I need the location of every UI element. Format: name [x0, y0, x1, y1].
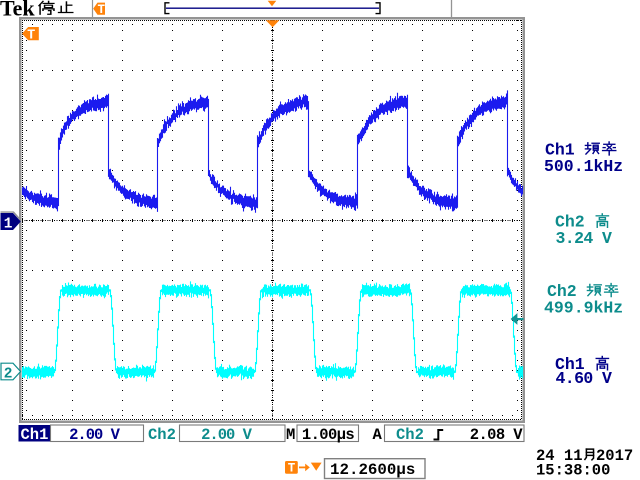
- svg-text:Ch1: Ch1: [555, 355, 585, 374]
- svg-text:Ch2: Ch2: [148, 426, 176, 444]
- svg-text:Ch2: Ch2: [396, 426, 424, 444]
- svg-text:T: T: [27, 29, 35, 44]
- svg-text:2017: 2017: [596, 447, 633, 465]
- svg-text:Ch1: Ch1: [545, 141, 575, 160]
- svg-text:T: T: [98, 3, 106, 17]
- svg-text:500.1kHz: 500.1kHz: [544, 157, 623, 176]
- svg-text:2.00 V: 2.00 V: [201, 426, 253, 444]
- svg-text:15:38:00: 15:38:00: [536, 461, 610, 479]
- svg-text:M: M: [286, 426, 295, 444]
- svg-text:24 11: 24 11: [536, 447, 583, 465]
- svg-text:2.00 V: 2.00 V: [69, 426, 121, 444]
- svg-text:Ch2: Ch2: [547, 282, 577, 301]
- svg-text:2.08 V: 2.08 V: [470, 426, 524, 444]
- svg-text:Ch1: Ch1: [21, 426, 49, 444]
- svg-text:499.9kHz: 499.9kHz: [544, 299, 623, 318]
- svg-text:4.60 V: 4.60 V: [556, 369, 613, 388]
- svg-text:12.2600µs: 12.2600µs: [330, 461, 415, 479]
- svg-text:1: 1: [4, 217, 13, 233]
- svg-text:A: A: [373, 426, 383, 444]
- svg-text:2: 2: [4, 367, 13, 383]
- svg-text:1.00µs: 1.00µs: [302, 426, 355, 444]
- svg-text:Ch2: Ch2: [555, 213, 585, 232]
- svg-text:T: T: [288, 461, 296, 475]
- svg-text:3.24 V: 3.24 V: [556, 229, 613, 248]
- svg-text:Tek: Tek: [0, 0, 35, 21]
